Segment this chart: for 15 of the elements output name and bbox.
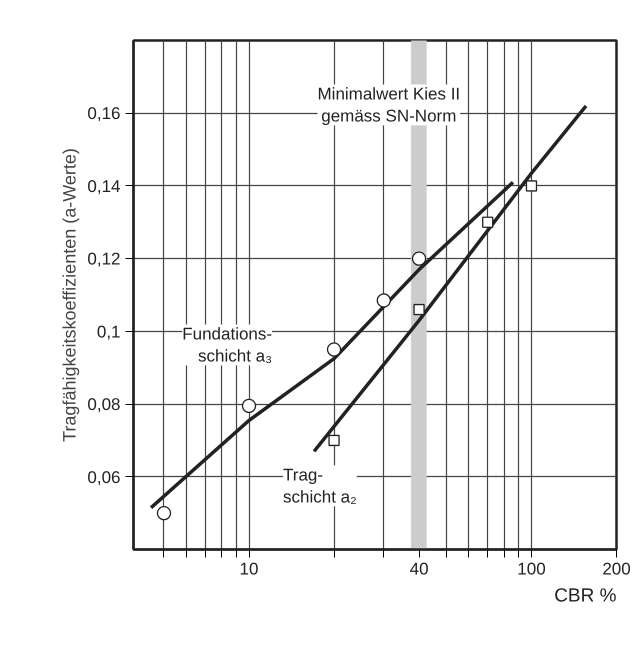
band-label: Minimalwert Kies II gemäss SN-Norm [318, 84, 460, 126]
y-tick-label: 0,1 [96, 322, 121, 342]
x-tick-label: 200 [602, 560, 631, 578]
y-axis-title: Tragfähigkeitskoeffizienten (a-Werte) [59, 148, 80, 442]
series-label: Trag- schicht a₂ [283, 465, 357, 506]
x-tick-label: 100 [517, 560, 546, 578]
y-tick-label: 0,08 [87, 395, 121, 414]
text: Fundations- schicht a₃ [182, 324, 272, 366]
y-tick-label: 0,16 [87, 104, 121, 124]
x-tick-label: 10 [240, 560, 258, 578]
x-axis-title: CBR % [554, 586, 617, 606]
x-tick-label: 40 [410, 560, 429, 578]
y-tick-label: 0,06 [87, 468, 121, 487]
y-tick-label: 0,12 [87, 250, 121, 269]
y-tick-label: 0,14 [87, 176, 121, 196]
